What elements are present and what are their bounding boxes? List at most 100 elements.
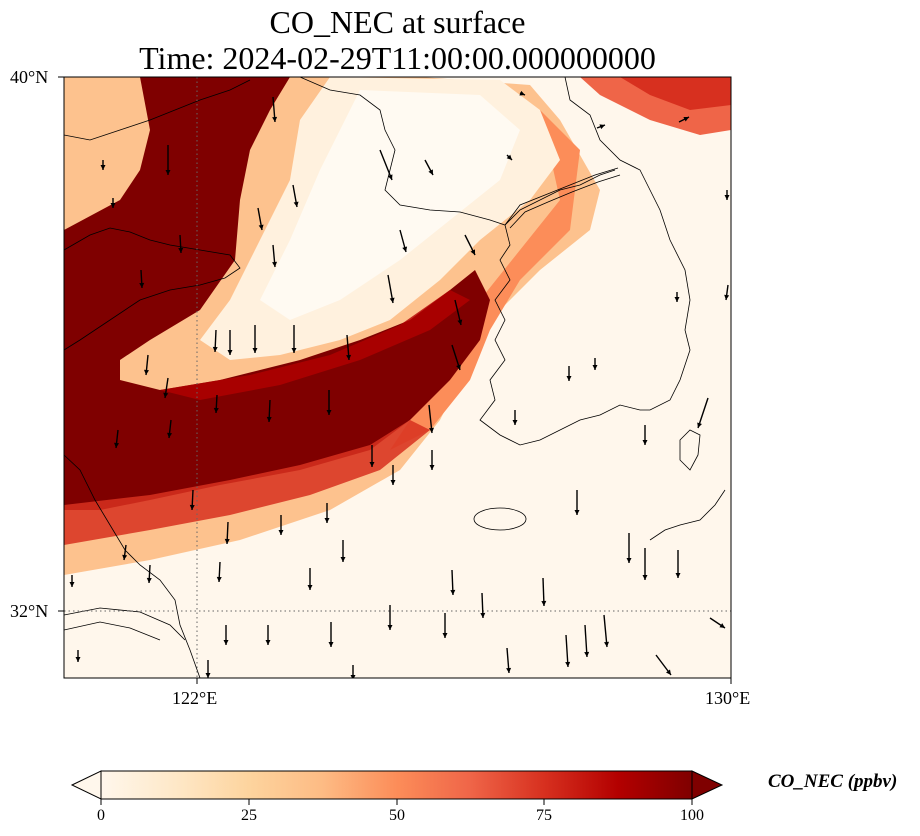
wind-arrow-head <box>519 90 525 96</box>
wind-arrow-head <box>683 117 689 122</box>
wind-arrow <box>603 614 608 648</box>
wind-arrow-head <box>724 294 730 300</box>
colorbar-extend-min <box>70 770 102 800</box>
wind-arrow-head <box>326 410 332 415</box>
wind-vectors <box>69 90 730 678</box>
wind-arrow-head <box>674 297 680 302</box>
wind-arrow-head <box>252 348 258 353</box>
wind-arrow-head <box>470 249 475 255</box>
wind-arrow-head <box>541 600 547 606</box>
wind-arrow-head <box>69 582 75 587</box>
wind-arrow-head <box>450 589 456 595</box>
wind-arrow-head <box>144 369 149 375</box>
wind-arrow-head <box>272 116 278 122</box>
wind-arrow-head <box>165 170 171 175</box>
wind-arrow-head <box>456 364 461 370</box>
wind-arrow-head <box>429 465 435 470</box>
wind-arrow-head <box>642 575 648 580</box>
wind-arrow-head <box>480 612 486 618</box>
wind-arrow-head <box>291 348 297 353</box>
wind-arrow-head <box>223 640 229 645</box>
wind-arrow <box>565 634 569 668</box>
wind-arrow-head <box>216 576 222 582</box>
wind-arrow-head <box>266 416 272 422</box>
concentration-field <box>64 77 731 678</box>
colorbar-tick-label-100: 100 <box>680 807 704 824</box>
colorbar <box>70 770 724 805</box>
wind-arrow-head <box>642 440 648 445</box>
wind-arrow-head <box>599 124 605 130</box>
lon-tick-label-130e: 130°E <box>705 688 751 708</box>
wind-arrow-head <box>346 354 352 360</box>
wind-arrow-head <box>340 557 346 562</box>
colorbar-title: CO_NEC (ppbv) <box>768 771 898 792</box>
wind-arrow <box>697 397 709 429</box>
lat-tick-label-40n: 40°N <box>10 67 49 87</box>
wind-arrow-head <box>389 297 395 303</box>
wind-arrow-head <box>387 174 393 180</box>
wind-arrow-head <box>110 203 116 208</box>
lat-tick-label-32n: 32°N <box>10 601 49 621</box>
wind-arrow-head <box>272 261 278 267</box>
wind-arrow-head <box>369 462 375 467</box>
wind-arrow-head <box>675 573 681 578</box>
wind-arrow-head <box>167 432 173 438</box>
wind-arrow-head <box>75 657 81 662</box>
wind-arrow-head <box>390 480 396 485</box>
wind-arrow-head <box>565 661 571 667</box>
wind-arrow-head <box>666 669 671 675</box>
wind-arrow-head <box>146 577 152 583</box>
wind-arrow-head <box>402 246 408 252</box>
map-frame <box>63 76 732 679</box>
colorbar-tick-label-75: 75 <box>536 807 552 824</box>
colorbar-tick-label-0: 0 <box>97 807 105 824</box>
wind-arrow-head <box>604 641 610 647</box>
wind-arrow-head <box>307 585 313 590</box>
wind-arrow-head <box>278 530 284 535</box>
wind-arrow-head <box>205 673 211 678</box>
wind-arrow-head <box>584 651 590 657</box>
wind-arrow-head <box>163 392 169 398</box>
wind-arrow-head <box>428 427 434 433</box>
wind-arrow-head <box>265 640 271 645</box>
wind-arrow-head <box>387 625 393 630</box>
map-title-line1: CO_NEC at surface <box>269 4 526 40</box>
colorbar-gradient <box>101 771 692 799</box>
wind-arrow-head <box>224 538 230 544</box>
wind-arrow-head <box>114 442 120 448</box>
wind-arrow-head <box>212 346 218 352</box>
colorbar-tick-label-50: 50 <box>389 807 405 824</box>
wind-arrow-head <box>328 642 334 647</box>
wind-arrow-head <box>506 667 512 673</box>
wind-arrow-head <box>512 420 518 425</box>
wind-arrow <box>584 624 588 658</box>
wind-arrow-head <box>724 195 730 200</box>
map-title-line2: Time: 2024-02-29T11:00:00.000000000 <box>139 40 656 76</box>
gridlines <box>64 77 731 678</box>
wind-arrow-head <box>350 675 356 678</box>
wind-arrow-head <box>293 201 299 207</box>
wind-arrow-head <box>139 282 145 288</box>
wind-arrow-head <box>100 165 106 170</box>
colorbar-extend-max <box>691 770 724 800</box>
wind-arrow-head <box>566 376 572 381</box>
wind-arrow-head <box>697 422 702 428</box>
lon-tick-label-122e: 122°E <box>172 688 218 708</box>
wind-arrow-head <box>213 407 219 413</box>
wind-arrow-head <box>324 518 330 523</box>
wind-arrow-head <box>428 169 433 175</box>
wind-arrow <box>379 149 393 181</box>
wind-arrow-head <box>574 510 580 515</box>
wind-arrow-head <box>592 365 598 370</box>
colorbar-tick-label-25: 25 <box>241 807 257 824</box>
wind-arrow-head <box>227 350 233 355</box>
wind-arrow-head <box>122 554 128 560</box>
wind-arrow-head <box>719 623 725 628</box>
coastlines <box>64 77 726 678</box>
wind-arrow-head <box>178 247 184 253</box>
colorbar-ticks <box>100 799 693 805</box>
axis-ticks <box>58 76 732 684</box>
wind-arrow-head <box>626 558 632 563</box>
wind-arrow-head <box>442 633 448 638</box>
